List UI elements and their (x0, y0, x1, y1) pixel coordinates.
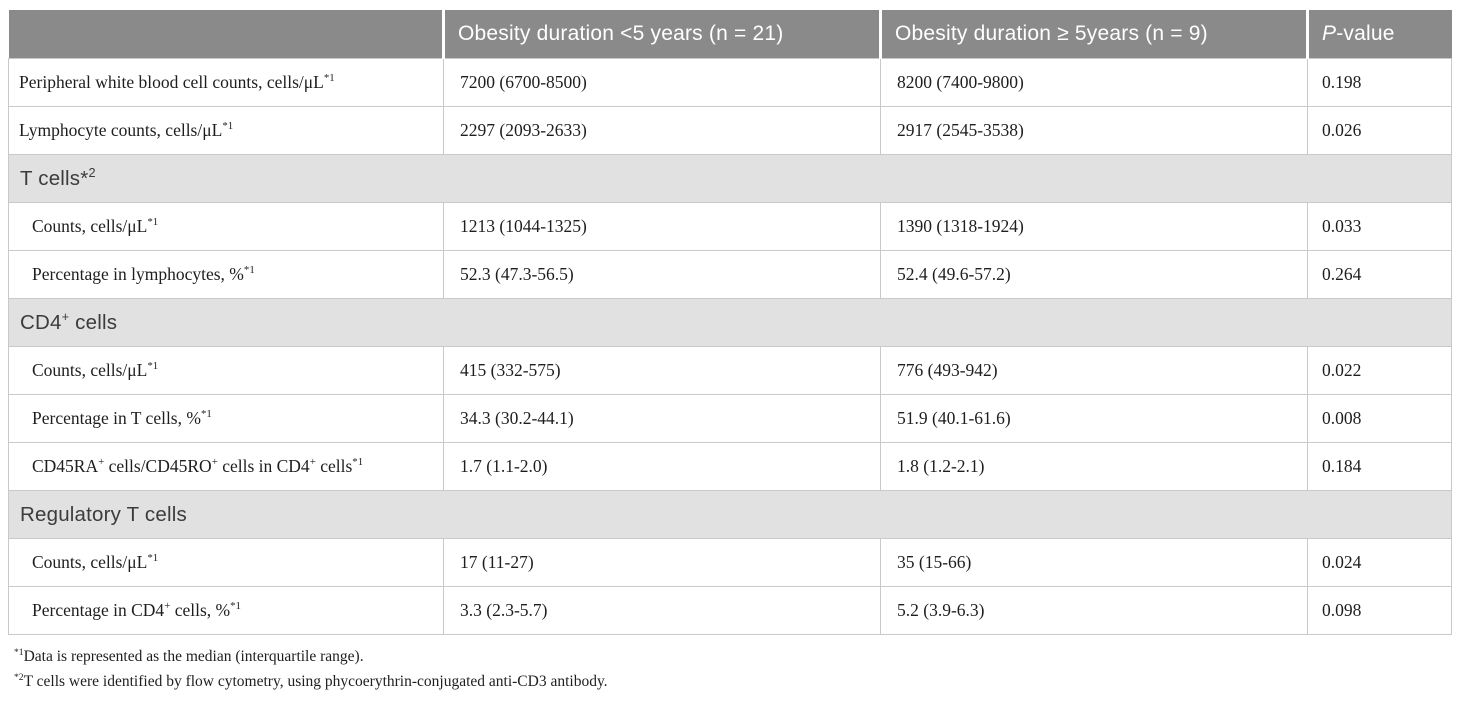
header-empty-cell (8, 10, 444, 59)
p-value: 0.026 (1307, 106, 1452, 155)
pvalue-italic-p: P (1322, 22, 1337, 45)
p-value: 0.008 (1307, 394, 1452, 443)
value-group2: 1390 (1318-1924) (880, 202, 1308, 251)
section-label: T cells*2 (8, 154, 1452, 203)
table-row: Percentage in T cells, %*1 34.3 (30.2-44.… (8, 394, 1452, 443)
value-group2: 35 (15-66) (880, 538, 1308, 587)
value-group2: 5.2 (3.9-6.3) (880, 586, 1308, 635)
table-row: CD45RA+ cells/CD45RO+ cells in CD4+ cell… (8, 442, 1452, 491)
value-group2: 8200 (7400-9800) (880, 58, 1308, 107)
section-label: Regulatory T cells (8, 490, 1452, 539)
table-row: Percentage in lymphocytes, %*1 52.3 (47.3… (8, 250, 1452, 299)
section-row: Regulatory T cells (8, 490, 1452, 539)
value-group1: 415 (332-575) (443, 346, 881, 395)
p-value: 0.022 (1307, 346, 1452, 395)
table-row: Counts, cells/μL*1 1213 (1044-1325) 1390 (… (8, 202, 1452, 251)
row-label: CD45RA+ cells/CD45RO+ cells in CD4+ cell… (8, 442, 444, 491)
row-label: Counts, cells/μL*1 (8, 538, 444, 587)
section-row: CD4+ cells (8, 298, 1452, 347)
p-value: 0.198 (1307, 58, 1452, 107)
p-value: 0.264 (1307, 250, 1452, 299)
row-label: Peripheral white blood cell counts, cell… (8, 58, 444, 107)
header-group1: Obesity duration <5 years (n = 21) (442, 10, 881, 59)
p-value: 0.024 (1307, 538, 1452, 587)
table-row: Counts, cells/μL*1 17 (11-27) 35 (15-66) 0.… (8, 538, 1452, 587)
section-row: T cells*2 (8, 154, 1452, 203)
header-group2: Obesity duration ≥ 5years (n = 9) (879, 10, 1308, 59)
header-pvalue: P-value (1306, 10, 1452, 59)
value-group2: 1.8 (1.2-2.1) (880, 442, 1308, 491)
p-value: 0.098 (1307, 586, 1452, 635)
footnote: *1Data is represented as the median (int… (14, 646, 364, 665)
table-row: Percentage in CD4+ cells, %*1 3.3 (2.3-5.… (8, 586, 1452, 635)
value-group2: 776 (493-942) (880, 346, 1308, 395)
value-group2: 51.9 (40.1-61.6) (880, 394, 1308, 443)
value-group1: 7200 (6700-8500) (443, 58, 881, 107)
row-label: Counts, cells/μL*1 (8, 346, 444, 395)
p-value: 0.184 (1307, 442, 1452, 491)
table-row: Counts, cells/μL*1 415 (332-575) 776 (493-… (8, 346, 1452, 395)
value-group2: 2917 (2545-3538) (880, 106, 1308, 155)
section-label: CD4+ cells (8, 298, 1452, 347)
header-row: Obesity duration <5 years (n = 21) Obesi… (8, 10, 1452, 59)
table-row: Peripheral white blood cell counts, cell… (8, 58, 1452, 107)
value-group1: 1.7 (1.1-2.0) (443, 442, 881, 491)
p-value: 0.033 (1307, 202, 1452, 251)
row-label: Percentage in T cells, %*1 (8, 394, 444, 443)
row-label: Percentage in CD4+ cells, %*1 (8, 586, 444, 635)
table-row: Lymphocyte counts, cells/μL*1 2297 (2093-… (8, 106, 1452, 155)
value-group1: 17 (11-27) (443, 538, 881, 587)
table-body: Peripheral white blood cell counts, cell… (8, 58, 1452, 635)
pvalue-suffix: -value (1336, 22, 1395, 45)
value-group2: 52.4 (49.6-57.2) (880, 250, 1308, 299)
value-group1: 1213 (1044-1325) (443, 202, 881, 251)
footnotes: *1Data is represented as the median (int… (8, 644, 1451, 694)
footnote: *2T cells were identified by flow cytome… (14, 671, 608, 690)
value-group1: 34.3 (30.2-44.1) (443, 394, 881, 443)
row-label: Counts, cells/μL*1 (8, 202, 444, 251)
value-group1: 52.3 (47.3-56.5) (443, 250, 881, 299)
value-group1: 2297 (2093-2633) (443, 106, 881, 155)
value-group1: 3.3 (2.3-5.7) (443, 586, 881, 635)
row-label: Lymphocyte counts, cells/μL*1 (8, 106, 444, 155)
obesity-duration-immune-table: Obesity duration <5 years (n = 21) Obesi… (8, 10, 1452, 635)
row-label: Percentage in lymphocytes, %*1 (8, 250, 444, 299)
